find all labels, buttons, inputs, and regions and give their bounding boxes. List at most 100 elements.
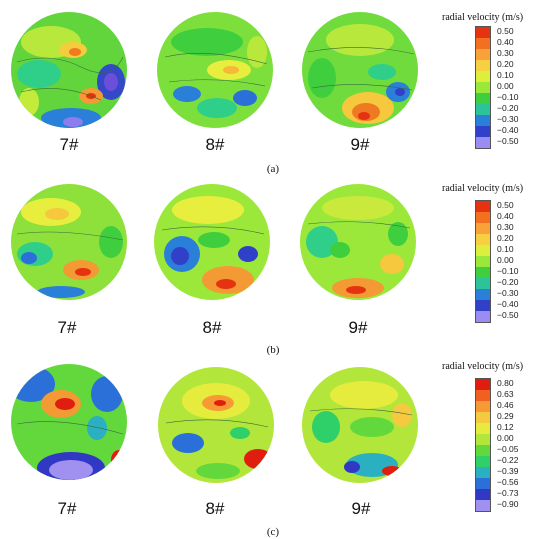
legend-tick-label: 0.20 <box>497 233 514 243</box>
legend-swatch <box>476 278 490 289</box>
disk-label-9: 9# <box>351 499 371 518</box>
legend-swatch <box>476 60 490 71</box>
legend-swatch <box>476 104 490 115</box>
legend-tick-label: 0.00 <box>497 255 514 265</box>
legend-swatch <box>476 201 490 212</box>
legend-swatch <box>476 93 490 104</box>
legend-tick-label: −0.05 <box>497 444 519 454</box>
legend-tick-label: 0.20 <box>497 59 514 69</box>
legend-tick-label: 0.00 <box>497 81 514 91</box>
contour-disk-8 <box>154 184 270 300</box>
legend-swatch <box>476 267 490 278</box>
legend-colorbar <box>475 378 491 512</box>
panel-b: 7# 8# <box>0 180 550 359</box>
disk-label-7: 7# <box>57 318 77 337</box>
legend-swatch <box>476 256 490 267</box>
contour-map <box>158 367 274 483</box>
contour-map <box>300 184 416 300</box>
legend-swatch <box>476 500 490 511</box>
legend-tick-label: −0.22 <box>497 455 519 465</box>
legend-tick-label: −0.40 <box>497 125 519 135</box>
contour-disk-8 <box>158 367 274 483</box>
legend-tick-label: −0.30 <box>497 288 519 298</box>
legend-tick-label: −0.73 <box>497 488 519 498</box>
legend-colorbar <box>475 200 491 323</box>
contour-disk-9 <box>300 184 416 300</box>
legend-swatch <box>476 456 490 467</box>
legend-swatch <box>476 434 490 445</box>
legend-title: radial velocity (m/s) <box>442 12 524 23</box>
legend-title: radial velocity (m/s) <box>442 361 524 372</box>
legend-tick-label: 0.40 <box>497 211 514 221</box>
legend-swatch <box>476 289 490 300</box>
legend-swatch <box>476 245 490 256</box>
legend-tick-label: −0.30 <box>497 114 519 124</box>
disk-label-7: 7# <box>59 135 79 154</box>
legend-swatch <box>476 137 490 148</box>
legend-tick-label: 0.10 <box>497 244 514 254</box>
contour-map <box>302 12 418 128</box>
legend-swatch <box>476 234 490 245</box>
legend-tick-label: −0.56 <box>497 477 519 487</box>
legend-tick-label: −0.10 <box>497 92 519 102</box>
legend-tick-label: 0.29 <box>497 411 514 421</box>
legend-tick-label: −0.50 <box>497 310 519 320</box>
legend-tick-label: 0.40 <box>497 37 514 47</box>
legend-tick-label: −0.10 <box>497 266 519 276</box>
contour-map <box>11 12 127 128</box>
legend-swatch <box>476 311 490 322</box>
legend-tick-label: −0.50 <box>497 136 519 146</box>
contour-disk-9 <box>302 12 418 128</box>
legend-swatch <box>476 27 490 38</box>
legend-tick-label: 0.46 <box>497 400 514 410</box>
legend-tick-label: 0.00 <box>497 433 514 443</box>
panel-caption: (c) <box>266 526 280 538</box>
legend-tick-label: 0.50 <box>497 200 514 210</box>
contour-map <box>11 364 127 480</box>
contour-disk-9 <box>302 367 418 483</box>
legend-swatch <box>476 212 490 223</box>
legend-swatch <box>476 489 490 500</box>
legend-ticks: 0.50 0.40 0.30 0.20 0.10 0.00 −0.10 −0.20 −0.30−… <box>497 26 547 147</box>
legend-tick-label: 0.63 <box>497 389 514 399</box>
legend-tick-label: 0.12 <box>497 422 514 432</box>
panel-caption: (b) <box>266 344 280 356</box>
legend-ticks: 0.50 0.40 0.30 0.20 0.10 0.00 −0.10 −0.20 −0.30−… <box>497 200 547 321</box>
legend-tick-label: 0.30 <box>497 222 514 232</box>
contour-disk-7 <box>11 364 127 480</box>
contour-map <box>11 184 127 300</box>
legend-title: radial velocity (m/s) <box>442 183 524 194</box>
contour-map <box>154 184 270 300</box>
disk-label-8: 8# <box>202 318 222 337</box>
legend-swatch <box>476 379 490 390</box>
panel-a: 7# 8# <box>0 0 550 179</box>
legend-swatch <box>476 412 490 423</box>
legend-tick-label: 0.30 <box>497 48 514 58</box>
legend-swatch <box>476 49 490 60</box>
legend-tick-label: −0.90 <box>497 499 519 509</box>
legend-swatch <box>476 126 490 137</box>
legend-colorbar <box>475 26 491 149</box>
contour-disk-7 <box>11 184 127 300</box>
legend-swatch <box>476 467 490 478</box>
panel-caption: (a) <box>266 163 280 175</box>
contour-map <box>302 367 418 483</box>
disk-label-9: 9# <box>348 318 368 337</box>
legend-tick-label: −0.39 <box>497 466 519 476</box>
legend-swatch <box>476 38 490 49</box>
disk-label-8: 8# <box>205 135 225 154</box>
legend-tick-label: 0.80 <box>497 378 514 388</box>
contour-disk-7 <box>11 12 127 128</box>
legend-swatch <box>476 445 490 456</box>
disk-label-8: 8# <box>205 499 225 518</box>
legend-swatch <box>476 423 490 434</box>
legend-tick-label: −0.40 <box>497 299 519 309</box>
legend-tick-label: −0.20 <box>497 277 519 287</box>
legend-tick-label: −0.20 <box>497 103 519 113</box>
legend-swatch <box>476 223 490 234</box>
legend-swatch <box>476 300 490 311</box>
disk-label-9: 9# <box>350 135 370 154</box>
legend-swatch <box>476 401 490 412</box>
legend-tick-label: 0.50 <box>497 26 514 36</box>
contour-disk-8 <box>157 12 273 128</box>
